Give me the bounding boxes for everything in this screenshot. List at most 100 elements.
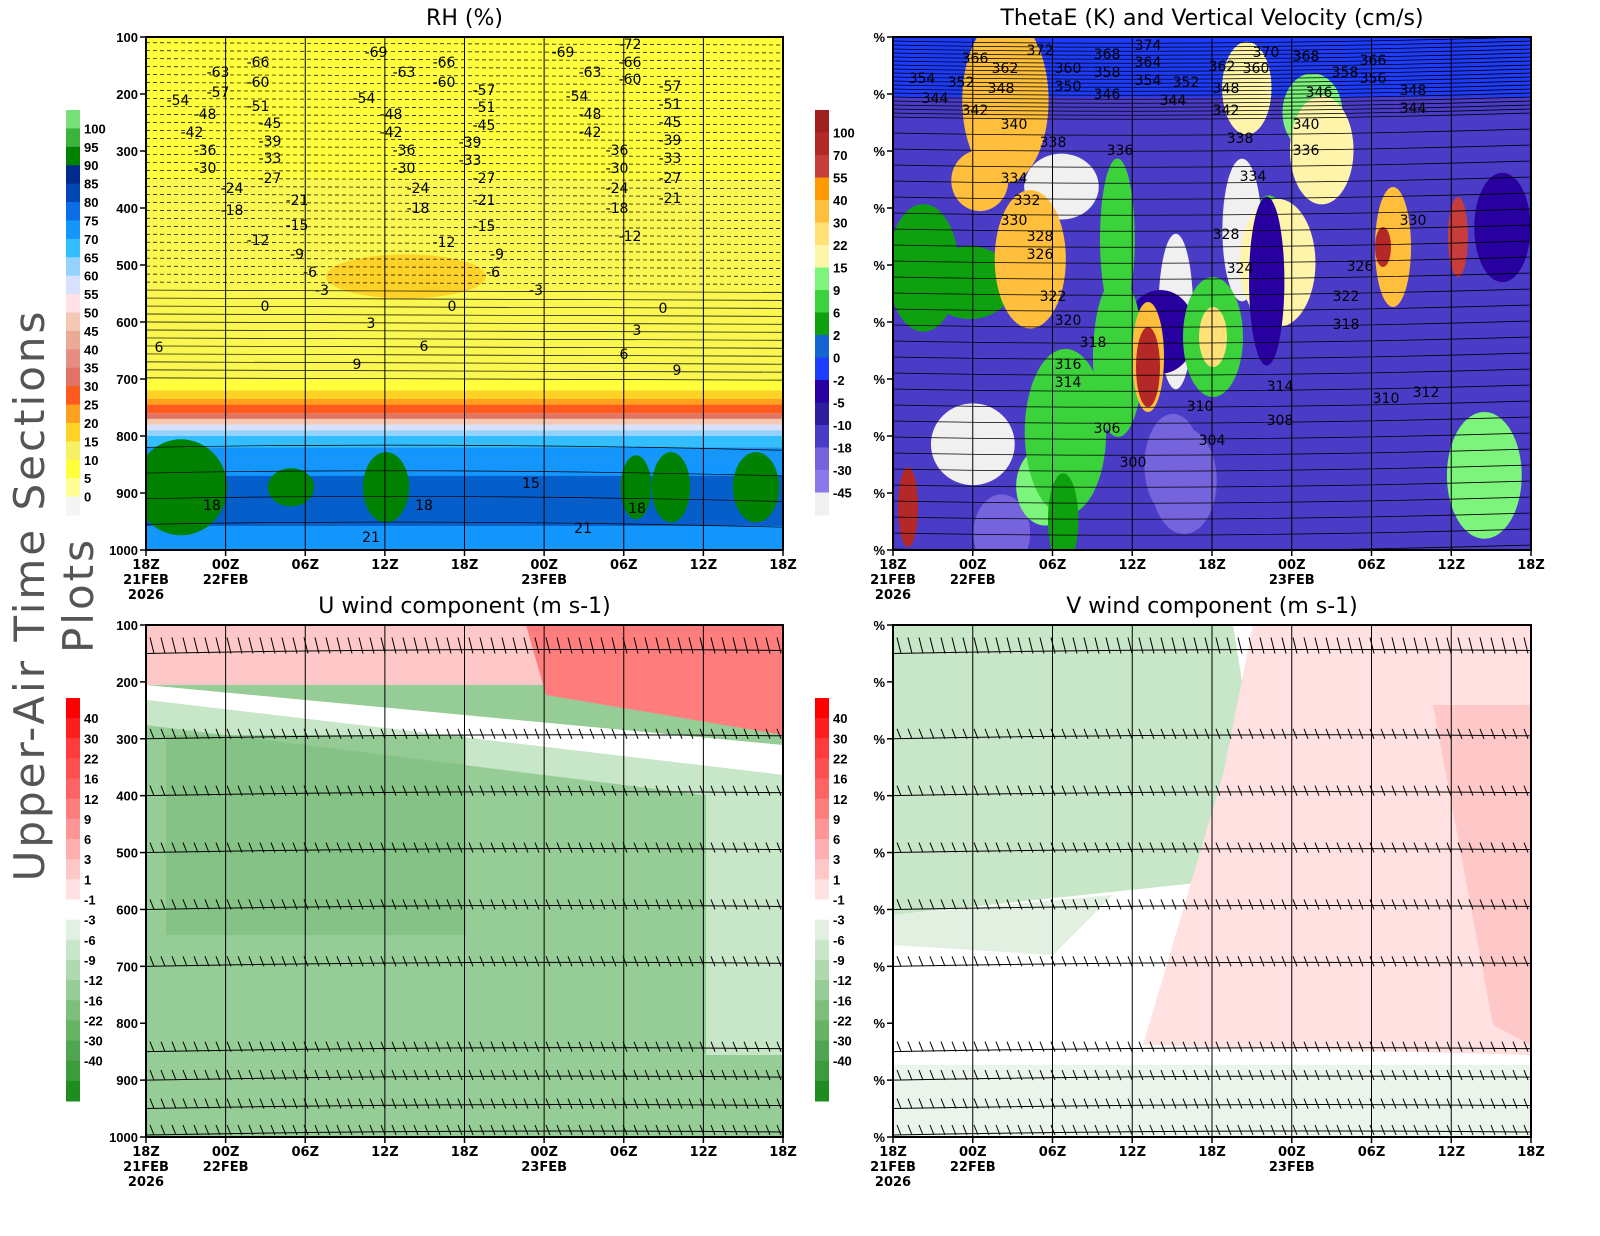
contour-label: -27 <box>659 171 682 187</box>
wind-barb <box>226 1098 232 1109</box>
contour-label: -9 <box>290 247 304 263</box>
wind-barb <box>160 842 166 853</box>
wind-barb <box>369 1124 375 1136</box>
wind-barb <box>1248 1098 1254 1109</box>
wind-barb <box>1347 785 1353 796</box>
wind-barb <box>896 637 902 654</box>
wind-barb <box>918 1124 924 1136</box>
wind-barb <box>1413 956 1419 967</box>
wind-barb <box>589 728 595 739</box>
wind-barb <box>215 1124 221 1136</box>
temperature-contour <box>146 521 783 528</box>
wind-barb <box>1259 842 1265 853</box>
wind-barb <box>578 785 584 796</box>
colorbar-label: 6 <box>84 832 91 847</box>
wind-barb <box>226 899 232 910</box>
y-tick-label: % <box>873 429 885 444</box>
wind-barb <box>710 728 716 739</box>
thetae-contour <box>893 336 1531 344</box>
y-tick-label: % <box>873 201 885 216</box>
wind-barb <box>896 728 902 739</box>
wind-barb <box>490 899 496 910</box>
wind-barb <box>1391 899 1397 910</box>
thetae-contour <box>893 64 1531 72</box>
y-tick-label: % <box>873 789 885 804</box>
wind-barb <box>380 728 386 739</box>
wind-barb <box>1171 785 1177 796</box>
wind-barb <box>1028 637 1034 654</box>
thetae-contour <box>893 320 1531 328</box>
colorbar-label: 60 <box>84 269 98 284</box>
wind-barb <box>754 1098 760 1109</box>
wind-barb <box>1457 1098 1463 1109</box>
wind-barb <box>1028 1098 1034 1109</box>
panel-4: V wind component (m s-1)%%%%%%%%%%18Z21F… <box>815 594 1545 1190</box>
wind-barb <box>204 1124 210 1136</box>
wind-barb <box>962 1069 968 1081</box>
wind-barb <box>281 637 287 654</box>
wind-barb <box>1490 1098 1496 1109</box>
wind-barb <box>1402 1124 1408 1136</box>
wind-barb <box>940 1098 946 1109</box>
wind-barb <box>1259 728 1265 739</box>
colorbar-label: -9 <box>84 953 96 968</box>
wind-barb <box>1006 637 1012 654</box>
wind-barb <box>457 1041 463 1052</box>
wind-barb <box>1314 956 1320 967</box>
wind-barb <box>666 956 672 967</box>
contour-label: 300 <box>1120 455 1147 471</box>
thetae-contour <box>893 88 1531 96</box>
thetae-contour <box>893 304 1531 312</box>
wind-barb <box>435 1069 441 1081</box>
wind-barb <box>655 1041 661 1052</box>
contour-label: 344 <box>1400 101 1427 117</box>
wind-barb <box>1424 1069 1430 1081</box>
thetae-contour <box>893 288 1531 296</box>
colorbar-label: -30 <box>833 463 852 478</box>
wind-barb <box>1259 1069 1265 1081</box>
wind-barb <box>1314 1041 1320 1052</box>
colorbar-label: 75 <box>84 213 98 228</box>
colorbar-swatch <box>815 1080 829 1102</box>
wind-barb <box>995 956 1001 967</box>
colorbar-label: 45 <box>84 324 98 339</box>
wind-barb <box>215 899 221 910</box>
wind-barb <box>402 1098 408 1109</box>
wind-barb <box>1248 785 1254 796</box>
contour-label: -3 <box>315 283 329 299</box>
colorbar-swatch <box>815 267 829 291</box>
wind-barb <box>973 728 979 739</box>
wind-barb <box>896 785 902 796</box>
wind-barb <box>973 1041 979 1052</box>
wind-barb <box>545 842 551 853</box>
wind-barb <box>292 842 298 853</box>
wind-barb <box>1270 1124 1276 1136</box>
wind-barb <box>666 728 672 739</box>
wind-barb <box>435 637 441 654</box>
wind-barb <box>1061 1098 1067 1109</box>
colorbar-swatch <box>66 220 80 240</box>
wind-barb <box>1237 1098 1243 1109</box>
wind-barb <box>1523 637 1529 654</box>
wind-barb <box>1182 1098 1188 1109</box>
wind-barb <box>951 1124 957 1136</box>
contour-label: -3 <box>529 283 543 299</box>
wind-barb <box>182 728 188 739</box>
wind-barb <box>1314 1098 1320 1109</box>
wind-barb <box>1402 1041 1408 1052</box>
v-fill-pos-strong <box>1433 705 1531 1045</box>
thetae-contour <box>893 56 1531 64</box>
wind-barb <box>215 1098 221 1109</box>
wind-barb <box>468 956 474 967</box>
wind-barb <box>929 728 935 739</box>
wind-barb <box>556 956 562 967</box>
wind-barb <box>314 1098 320 1109</box>
wind-barb <box>732 1098 738 1109</box>
wind-barb <box>776 1041 782 1052</box>
wind-barb <box>677 785 683 796</box>
colorbar-label: -6 <box>84 933 96 948</box>
wind-barb <box>589 1124 595 1136</box>
wind-barb <box>1017 842 1023 853</box>
wind-barb <box>193 1041 199 1052</box>
